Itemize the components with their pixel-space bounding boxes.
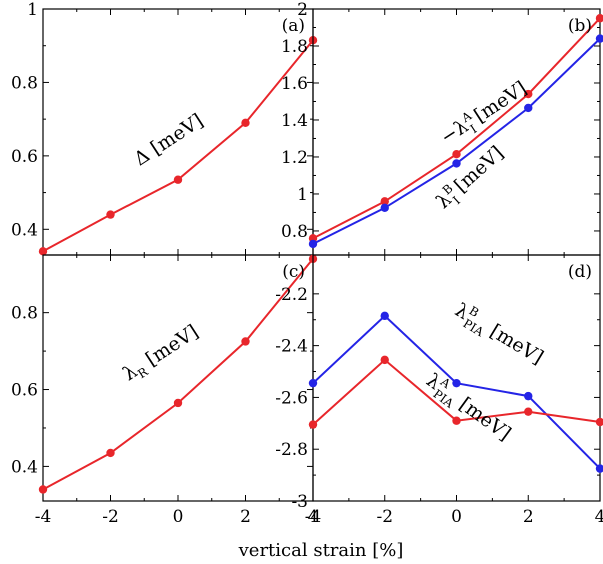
y-tick-label: 0.4	[11, 457, 38, 477]
y-tick-label: 1	[297, 185, 308, 205]
data-point	[174, 176, 182, 184]
y-tick-label: 0.8	[11, 73, 38, 93]
data-point	[309, 240, 317, 248]
x-tick-label: -4	[305, 507, 322, 527]
x-tick-label: -2	[102, 507, 119, 527]
y-tick-label: 1	[27, 0, 38, 20]
y-tick-label: 0.6	[11, 147, 38, 167]
panel-d: -3-2.8-2.6-2.4-2.2-4 -2 0 2 4(d)λBPIA [meV]λ…	[275, 255, 603, 527]
panel-frame	[313, 255, 600, 501]
data-point	[381, 204, 389, 212]
y-tick-label: 1.2	[281, 148, 308, 168]
series-line-red	[313, 360, 600, 425]
annotation: λAPIA [meV]	[420, 368, 516, 449]
y-tick-label: 0.4	[11, 220, 38, 240]
series-line-red	[43, 259, 313, 490]
x-tick-label: 0	[451, 507, 462, 527]
panel-frame	[43, 255, 313, 501]
data-point	[452, 417, 460, 425]
y-tick-label: 1.8	[281, 37, 308, 57]
data-point	[452, 150, 460, 158]
data-point	[452, 379, 460, 387]
x-tick-label: -2	[376, 507, 393, 527]
x-tick-label: 2	[240, 507, 251, 527]
data-point	[524, 392, 532, 400]
x-tick-label: 0	[173, 507, 184, 527]
data-point	[452, 159, 460, 167]
x-axis-label: vertical strain [%]	[238, 540, 404, 561]
y-tick-label: -2.6	[275, 388, 308, 408]
data-point	[309, 420, 317, 428]
series-line-blue	[313, 316, 600, 469]
data-point	[39, 485, 47, 493]
panel-a: 0.40.60.81(a)Δ [meV]	[11, 0, 317, 256]
annotation: −λAI [meV]	[436, 75, 533, 152]
data-point	[381, 312, 389, 320]
data-point	[241, 119, 249, 127]
panel-label: (c)	[282, 262, 305, 282]
data-point	[524, 104, 532, 112]
y-tick-label: -2.4	[275, 337, 308, 357]
y-tick-label: 1.6	[281, 74, 308, 94]
x-tick-label: -4	[35, 507, 52, 527]
y-tick-label: 1.4	[281, 111, 308, 131]
data-point	[174, 399, 182, 407]
annotation: Δ [meV]	[130, 110, 207, 171]
data-point	[106, 210, 114, 218]
y-tick-label: -2.8	[275, 440, 308, 460]
panel-label: (b)	[568, 16, 592, 36]
data-point	[596, 418, 603, 426]
y-tick-label: 0.8	[281, 222, 308, 242]
y-tick-label: 0.6	[11, 381, 38, 401]
x-tick-label: 4	[595, 507, 603, 527]
x-tick-label: 2	[523, 507, 534, 527]
panel-c: 0.40.60.8-4 -2 0 2 4(c)λR [meV]	[11, 255, 318, 527]
y-tick-label: -2.2	[275, 285, 308, 305]
annotation: λR [meV]	[119, 321, 204, 388]
panel-label: (d)	[568, 262, 592, 282]
data-point	[381, 356, 389, 364]
data-point	[39, 247, 47, 255]
annotation: λBPIA [meV]	[449, 297, 548, 372]
data-point	[241, 337, 249, 345]
y-tick-label: 0.8	[11, 304, 38, 324]
data-point	[309, 379, 317, 387]
data-point	[524, 407, 532, 415]
data-point	[106, 449, 114, 457]
panel-b: 0.811.21.41.61.82(b)−λAI [meV]λBI [meV]	[281, 0, 603, 255]
y-tick-label: 2	[297, 0, 308, 20]
